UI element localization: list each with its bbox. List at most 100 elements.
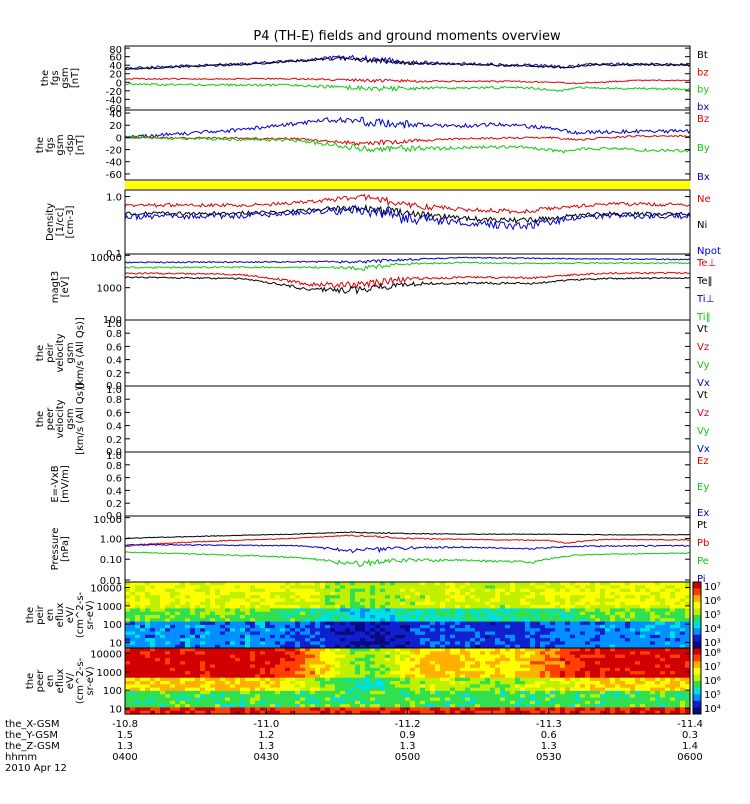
panel-frame <box>124 385 691 453</box>
legend-entry: Pb <box>697 538 709 549</box>
y-tick-label: 1.0 <box>106 451 122 462</box>
chart-title: P4 (TH-E) fields and ground moments over… <box>253 29 561 44</box>
y-tick-label: 0.2 <box>106 435 122 446</box>
y-tick-label: 0 <box>116 78 122 89</box>
y-tick-label: -40 <box>106 95 122 106</box>
panel-frame <box>124 319 691 387</box>
y-axis-label: [mV/m] <box>60 465 71 503</box>
y-axis-label: gsm <box>55 134 66 155</box>
legend-entry: Vx <box>697 378 710 389</box>
panel-frame <box>124 451 691 517</box>
y-axis-label: gsm <box>60 67 71 88</box>
legend-entry: Te‖ <box>696 276 713 287</box>
legend-entry: Pe <box>697 556 709 567</box>
y-tick-label: 10 <box>109 705 122 716</box>
x-tick-label: 0.9 <box>400 730 416 741</box>
y-tick-label: 0.8 <box>106 461 122 472</box>
series-bz-line <box>124 77 691 85</box>
y-axis-label: (cm^2-s- <box>75 657 86 704</box>
y-tick-label: 0.2 <box>106 499 122 510</box>
x-tick-label: 0600 <box>677 752 702 763</box>
x-tick-label: 0.6 <box>541 730 557 741</box>
y-tick-label: 100 <box>103 315 122 326</box>
y-axis-label: Pressure <box>50 528 61 571</box>
y-tick-label: 10000 <box>90 650 122 661</box>
x-tick-label: 0530 <box>536 752 561 763</box>
colorbar-label: 10⁷ <box>704 662 721 673</box>
legend-entry: Ne <box>697 194 711 205</box>
colorbar-label: 10⁵ <box>704 690 721 701</box>
colorbar-label: 10⁸ <box>704 648 721 659</box>
y-tick-label: 0.8 <box>106 329 122 340</box>
y-tick-label: 0.4 <box>106 486 122 497</box>
panel-peir_spec: 10⁷ 10⁶ 10⁵ 10⁴ 10³ 10000 1000 100 10 the peir en ef… <box>25 581 721 650</box>
legend-entry: Vt <box>697 390 708 401</box>
y-tick-label: 1.0 <box>106 385 122 396</box>
y-tick-label: 80 <box>109 45 122 56</box>
y-tick-label: 10 <box>109 639 122 650</box>
y-tick-label: 0 <box>116 133 122 144</box>
y-tick-label: 20 <box>109 70 122 81</box>
x-tick-label: 1.4 <box>682 741 698 752</box>
y-tick-label: 1.0 <box>106 193 122 204</box>
legend-entry: By <box>697 143 710 154</box>
panel-temp: 10000 1000 100 magt3 [eV] Te⊥ Te‖ Ti⊥ Ti‖ <box>50 253 716 326</box>
x-tick-label: -10.8 <box>112 719 138 730</box>
y-axis-label: peer <box>45 407 56 431</box>
legend-entry: bz <box>697 67 709 78</box>
colorbar-label: 10⁴ <box>704 624 721 635</box>
legend-entry: Vt <box>697 324 708 335</box>
y-tick-label: 1.0 <box>106 319 122 330</box>
y-tick-label: 1000 <box>97 602 122 613</box>
x-axis-row-label: the_X-GSM <box>5 719 59 730</box>
x-tick-label: 1.3 <box>400 741 416 752</box>
y-axis-label: eV/ <box>65 606 76 623</box>
y-tick-label: 0.2 <box>106 369 122 380</box>
y-axis-label: [eV] <box>60 277 71 298</box>
y-axis-label: velocity <box>55 399 66 438</box>
series-Pb-line <box>124 534 691 547</box>
x-axis-row-label: hhmm <box>5 752 37 763</box>
y-axis-label: [nT] <box>70 68 81 88</box>
series-Ti‖-line <box>124 261 691 271</box>
colorbar-peir_spec: 10⁷ 10⁶ 10⁵ 10⁴ 10³ <box>692 581 721 649</box>
y-tick-label: -20 <box>106 87 122 98</box>
colorbar-label: 10⁷ <box>704 582 721 593</box>
y-axis-label: the <box>25 673 36 689</box>
y-tick-label: 20 <box>109 121 122 132</box>
y-tick-label: 10.00 <box>93 515 122 526</box>
y-axis-label: sr-eV) <box>85 600 96 629</box>
y-tick-label: 0.8 <box>106 395 122 406</box>
y-axis-label: en <box>45 675 56 688</box>
panel-pressure: 10.00 1.00 0.10 0.01 Pressure [nPa] Pt Pb Pe Pi <box>50 515 709 587</box>
y-axis-label: peir <box>35 604 46 624</box>
y-tick-label: 0.0 <box>106 447 122 458</box>
x-tick-label: -11.0 <box>253 719 279 730</box>
panel-density: 1.0 0.1 Density [1/cc] [cm-3] Ne Ni Npot <box>45 189 721 260</box>
y-tick-label: 1.00 <box>100 534 122 545</box>
y-axis-label: eflux <box>55 669 66 694</box>
colorbar-label: 10⁶ <box>704 596 721 607</box>
y-tick-label: 1000 <box>97 284 122 295</box>
y-tick-label: 100 <box>103 686 122 697</box>
series-Te⊥-line <box>124 271 691 290</box>
legend-entry: Vy <box>697 426 710 437</box>
y-axis-label: the <box>40 70 51 86</box>
y-axis-label: velocity <box>55 333 66 372</box>
series-Ti⊥-line <box>124 256 691 264</box>
y-axis-label: Density <box>45 203 56 241</box>
y-axis-label: [km/s (All Qs)] <box>75 383 86 455</box>
x-axis-date: 2010 Apr 12 <box>5 763 67 774</box>
legend-entry: Vz <box>697 342 709 353</box>
series-by-line <box>124 82 691 93</box>
legend-entry: Vx <box>697 444 710 455</box>
y-axis-label: the <box>25 607 36 623</box>
legend-entry: Ex <box>697 508 709 519</box>
y-axis-label: (cm^2-s- <box>75 591 86 638</box>
y-tick-label: 40 <box>109 109 122 120</box>
legend-entry: Bz <box>697 114 709 125</box>
y-axis-label: the <box>35 137 46 153</box>
